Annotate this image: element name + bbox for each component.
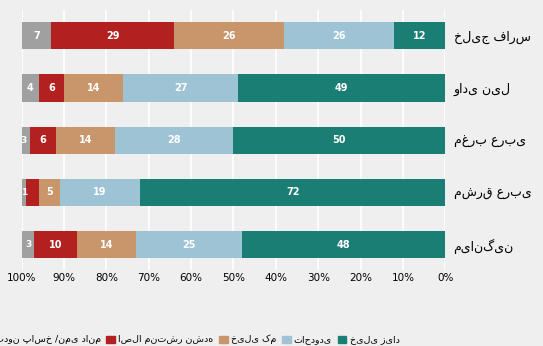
Text: 1: 1 (21, 188, 27, 197)
Bar (22, 127, 28, 154)
Bar (22, 231, 28, 258)
Text: 28: 28 (167, 135, 181, 145)
Text: 10: 10 (49, 239, 62, 249)
Bar (233, 127, 445, 154)
Bar (22, 231, 34, 258)
Text: 3: 3 (21, 136, 27, 145)
Bar (52, 22, 174, 49)
Text: 3: 3 (25, 240, 31, 249)
Text: 26: 26 (223, 31, 236, 41)
Bar (242, 231, 445, 258)
Text: 14: 14 (79, 135, 92, 145)
Text: 7: 7 (33, 31, 40, 41)
Bar (22, 179, 28, 206)
Text: 27: 27 (174, 83, 187, 93)
Bar (285, 22, 394, 49)
Text: 49: 49 (334, 83, 348, 93)
Text: 12: 12 (413, 31, 427, 41)
Bar (60, 179, 140, 206)
Text: 25: 25 (182, 239, 196, 249)
Text: 6: 6 (48, 83, 55, 93)
Bar (238, 74, 445, 101)
Bar (394, 22, 445, 49)
Bar (22, 22, 52, 49)
Bar (136, 231, 242, 258)
Bar (115, 127, 233, 154)
Text: 29: 29 (106, 31, 119, 41)
Bar (22, 179, 26, 206)
Bar (30, 127, 55, 154)
Text: 19: 19 (93, 187, 107, 197)
Bar (22, 74, 28, 101)
Bar (22, 74, 39, 101)
Bar (77, 231, 136, 258)
Bar (55, 127, 115, 154)
Bar (64, 74, 123, 101)
Bar (174, 22, 285, 49)
Text: 4: 4 (27, 83, 34, 93)
Text: 48: 48 (337, 239, 350, 249)
Legend: بدون پاسخ /نمی دانم, اصلا منتشر نشده, خیلی کم, تاحدودی, خیلی زیاد: بدون پاسخ /نمی دانم, اصلا منتشر نشده, خی… (0, 331, 403, 346)
Text: 50: 50 (333, 135, 346, 145)
Text: 72: 72 (286, 187, 300, 197)
Bar (39, 74, 64, 101)
Bar (39, 179, 60, 206)
Bar (123, 74, 238, 101)
Bar (17, 127, 30, 154)
Bar (22, 22, 28, 49)
Text: 5: 5 (46, 187, 53, 197)
Bar (140, 179, 445, 206)
Text: 14: 14 (87, 83, 100, 93)
Text: 6: 6 (40, 135, 46, 145)
Bar (34, 231, 77, 258)
Text: 26: 26 (333, 31, 346, 41)
Text: 14: 14 (100, 239, 113, 249)
Bar (26, 179, 39, 206)
